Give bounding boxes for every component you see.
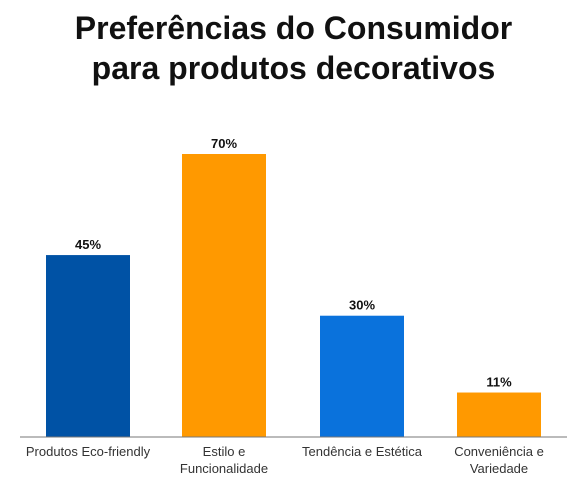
bar-3: [320, 315, 404, 437]
value-label-1: 45%: [75, 237, 101, 252]
value-label-2: 70%: [211, 136, 237, 151]
value-labels-group: 45% 70% 30% 11%: [75, 136, 512, 390]
category-label-2-line-1: Estilo e: [203, 444, 246, 459]
bar-1: [46, 255, 130, 437]
chart-title-line-1: Preferências do Consumidor: [74, 10, 513, 46]
category-label-2-line-2: Funcionalidade: [180, 461, 268, 476]
category-label-1-line-1: Produtos Eco-friendly: [26, 444, 151, 459]
bar-4: [457, 392, 541, 437]
bars-group: [46, 154, 541, 437]
category-label-4-line-1: Conveniência e: [454, 444, 544, 459]
bar-2: [182, 154, 266, 437]
category-labels-group: Produtos Eco-friendly Estilo e Funcionalid…: [26, 444, 544, 476]
value-label-4: 11%: [486, 375, 512, 390]
category-label-4-line-2: Variedade: [470, 461, 528, 476]
value-label-3: 30%: [349, 298, 375, 313]
chart-title: Preferências do Consumidor para produtos…: [0, 8, 587, 88]
category-label-3-line-1: Tendência e Estética: [302, 444, 423, 459]
chart-title-line-2: para produtos decorativos: [91, 50, 496, 86]
